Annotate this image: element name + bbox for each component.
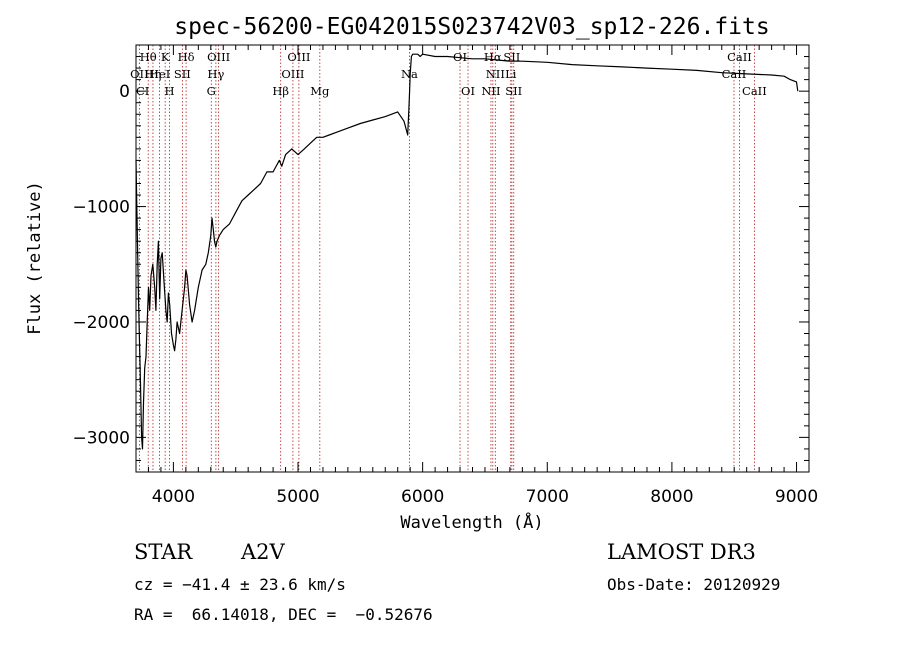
y-tick-label: −1000 — [72, 198, 130, 218]
y-tick-label: −3000 — [72, 428, 130, 448]
spectral-line-label: Hγ — [207, 67, 224, 81]
spectral-line-label: OIII — [287, 50, 310, 64]
observation-date: Obs-Date: 20120929 — [607, 575, 781, 594]
spectral-line-label: CaII — [727, 50, 752, 64]
axis-ticks: 4000 5000 6000 7000 8000 9000 −3000 −2000 −1000 0 — [72, 44, 818, 507]
spectral-line-label: G — [207, 84, 216, 98]
spectral-line-label: Hθ — [140, 50, 157, 64]
object-subclass: A2V — [241, 540, 285, 564]
spectral-line-label: Hδ — [178, 50, 195, 64]
x-tick-label: 4000 — [152, 487, 195, 507]
spectral-line-label: NII — [486, 67, 505, 81]
spectral-line-label: CaII — [722, 67, 747, 81]
spectrum-line — [135, 53, 799, 450]
object-class: STAR — [134, 540, 193, 564]
spectral-line-label: OII — [130, 67, 149, 81]
spectral-line-label: Mg — [310, 84, 330, 98]
spectral-line-label: CaII — [742, 84, 767, 98]
spectral-line-label: HeI — [149, 67, 170, 81]
coordinates-readout: RA = 66.14018, DEC = −0.52676 — [134, 605, 433, 624]
spectral-line-label: Li — [505, 67, 517, 81]
spectral-line-label: NII — [481, 84, 500, 98]
spectral-line-label: Hη — [144, 67, 161, 81]
spectral-line-label: SII — [503, 50, 520, 64]
y-axis-title: Flux (relative) — [25, 181, 45, 335]
y-tick-label: −2000 — [72, 313, 130, 333]
spectral-line-label: Hα — [484, 50, 502, 64]
series-layer — [135, 53, 799, 450]
spectral-line-label: SII — [174, 67, 191, 81]
chart-title: spec-56200-EG042015S023742V03_sp12-226.f… — [174, 14, 769, 40]
spectral-line-label: Na — [401, 67, 418, 81]
spectral-line-label: Hβ — [272, 84, 289, 98]
redshift-readout: cz = −41.4 ± 23.6 km/s — [134, 575, 346, 594]
x-tick-label: 7000 — [526, 487, 569, 507]
x-tick-label: 9000 — [775, 487, 818, 507]
spectral-line-label: OIII — [281, 67, 304, 81]
x-tick-label: 8000 — [650, 487, 693, 507]
x-tick-label: 6000 — [401, 487, 444, 507]
spectral-line-markers — [138, 45, 755, 472]
spectral-line-label: H — [165, 84, 175, 98]
x-tick-label: 5000 — [276, 487, 319, 507]
survey-name: LAMOST DR3 — [607, 540, 756, 564]
plot-frame — [135, 44, 810, 473]
spectral-line-label: K — [161, 50, 170, 64]
spectral-line-label: SII — [505, 84, 522, 98]
spectral-line-label: OIII — [207, 50, 230, 64]
y-tick-label: 0 — [119, 82, 130, 102]
spectral-line-label: OI — [453, 50, 467, 64]
spectral-line-label: OI — [461, 84, 475, 98]
x-axis-title: Wavelength (Å) — [400, 511, 543, 533]
